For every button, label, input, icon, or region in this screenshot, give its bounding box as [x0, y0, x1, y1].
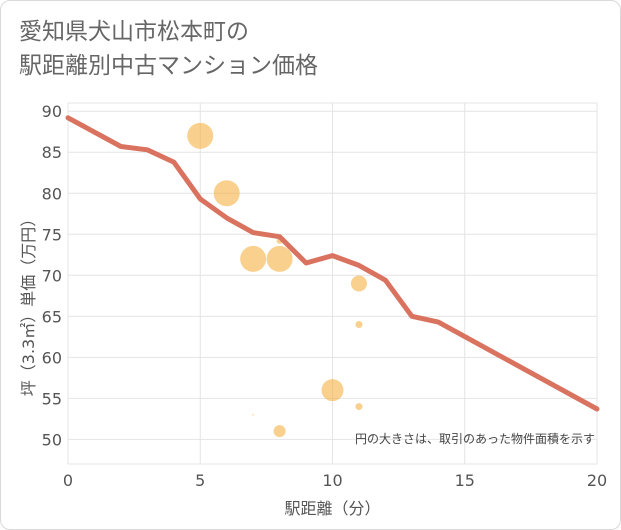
y-tick-label: 55 — [42, 389, 62, 408]
bubble-point — [350, 275, 367, 292]
bubble-point — [187, 122, 214, 149]
trend-line — [65, 115, 600, 412]
y-axis-label: 坪（3.3㎡）単価（万円） — [19, 211, 38, 396]
x-tick-label: 5 — [195, 471, 205, 490]
y-tick-label: 50 — [42, 430, 62, 449]
x-axis-label: 駅距離（分） — [284, 499, 380, 518]
x-tick-label: 15 — [455, 471, 475, 490]
y-tick-label: 90 — [42, 102, 62, 121]
grid-lines — [67, 102, 598, 465]
y-tick-labels: 50 55 60 65 70 75 80 85 90 — [42, 102, 62, 449]
bubble-size-note: 円の大きさは、取引のあった物件面積を示す — [355, 431, 595, 446]
y-tick-label: 60 — [42, 348, 62, 367]
chart-title: 愛知県犬山市松本町の 駅距離別中古マンション価格 — [19, 15, 318, 83]
bubble-point — [273, 425, 286, 438]
x-tick-label: 10 — [322, 471, 342, 490]
x-tick-label: 20 — [587, 471, 607, 490]
y-tick-label: 70 — [42, 266, 62, 285]
bubble-point — [266, 245, 293, 272]
y-tick-label: 85 — [42, 143, 62, 162]
trend-line-group — [65, 115, 600, 412]
bubble-point — [355, 321, 363, 329]
bubble-point — [321, 379, 344, 402]
x-tick-labels: 0 5 10 15 20 — [63, 471, 607, 490]
y-tick-label: 75 — [42, 225, 62, 244]
chart-title-line1: 愛知県犬山市松本町の — [19, 19, 249, 45]
y-tick-label: 65 — [42, 307, 62, 326]
y-tick-label: 80 — [42, 184, 62, 203]
chart-title-line2: 駅距離別中古マンション価格 — [19, 53, 318, 79]
bubble-series — [187, 122, 367, 438]
bubble-point — [252, 413, 254, 416]
x-tick-label: 0 — [63, 471, 73, 490]
bubble-point — [240, 245, 267, 272]
bubble-point — [355, 403, 363, 411]
bubble-point — [213, 180, 240, 207]
